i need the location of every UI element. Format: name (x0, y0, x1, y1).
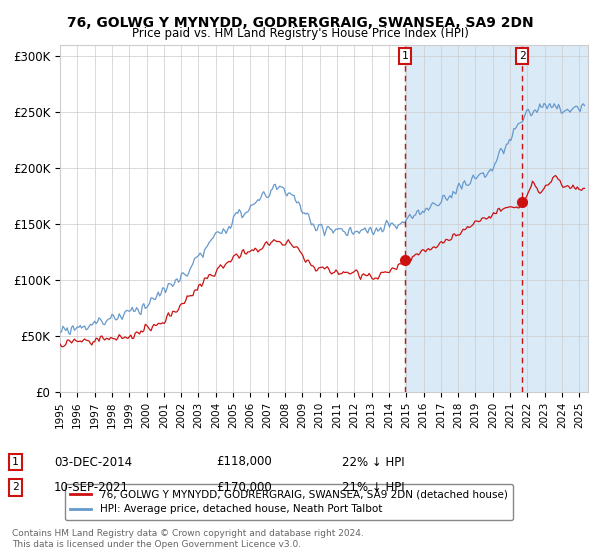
Text: Price paid vs. HM Land Registry's House Price Index (HPI): Price paid vs. HM Land Registry's House … (131, 27, 469, 40)
Text: 76, GOLWG Y MYNYDD, GODRERGRAIG, SWANSEA, SA9 2DN: 76, GOLWG Y MYNYDD, GODRERGRAIG, SWANSEA… (67, 16, 533, 30)
Text: Contains HM Land Registry data © Crown copyright and database right 2024.
This d: Contains HM Land Registry data © Crown c… (12, 529, 364, 549)
Text: 21% ↓ HPI: 21% ↓ HPI (342, 480, 404, 494)
Text: 2: 2 (12, 482, 19, 492)
Text: 10-SEP-2021: 10-SEP-2021 (54, 480, 129, 494)
Text: 03-DEC-2014: 03-DEC-2014 (54, 455, 132, 469)
Legend: 76, GOLWG Y MYNYDD, GODRERGRAIG, SWANSEA, SA9 2DN (detached house), HPI: Average: 76, GOLWG Y MYNYDD, GODRERGRAIG, SWANSEA… (65, 484, 512, 520)
Bar (405, 45, 588, 392)
Text: £118,000: £118,000 (216, 455, 272, 469)
Text: 1: 1 (401, 51, 408, 61)
Text: £170,000: £170,000 (216, 480, 272, 494)
Text: 2: 2 (519, 51, 526, 61)
Text: 22% ↓ HPI: 22% ↓ HPI (342, 455, 404, 469)
Text: 1: 1 (12, 457, 19, 467)
